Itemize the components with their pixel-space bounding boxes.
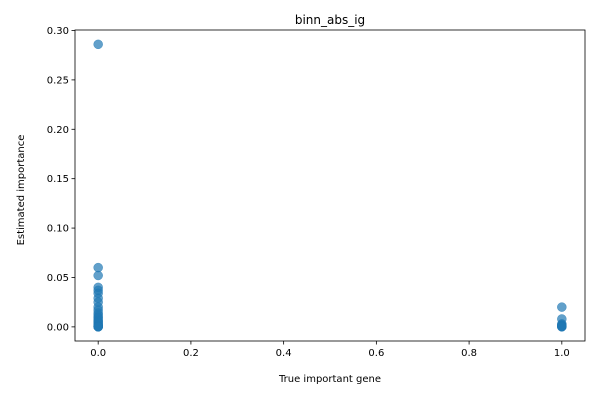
plot-frame	[74, 29, 586, 342]
y-tick-label: 0.10	[47, 224, 69, 235]
x-tick-label: 0.0	[90, 348, 106, 359]
data-point	[93, 322, 103, 332]
data-point	[93, 262, 103, 273]
y-tick-label: 0.25	[47, 75, 69, 86]
data-point	[557, 302, 567, 312]
data-points	[93, 39, 567, 332]
y-tick-label: 0.00	[47, 322, 69, 333]
plot-area	[75, 30, 585, 341]
y-tick-label: 0.15	[47, 174, 69, 185]
x-tick-label: 0.6	[368, 348, 384, 359]
x-tick-label: 1.0	[554, 348, 570, 359]
chart-title: binn_abs_ig	[295, 13, 365, 27]
x-tick-label: 0.8	[461, 348, 477, 359]
y-tick-label: 0.05	[47, 273, 69, 284]
y-axis-ticks: 0.00 0.05 0.10 0.15 0.20 0.25 0.30	[47, 26, 75, 333]
x-axis-ticks: 0.0 0.2 0.4 0.6 0.8 1.0	[90, 341, 570, 359]
y-tick-label: 0.30	[47, 26, 69, 37]
y-tick-label: 0.20	[47, 125, 69, 136]
data-point	[93, 270, 103, 281]
x-tick-label: 0.2	[183, 348, 199, 359]
data-point	[93, 39, 103, 50]
x-tick-label: 0.4	[276, 348, 292, 359]
y-axis-label: Estimated importance	[16, 135, 27, 246]
data-point	[557, 322, 567, 332]
x-axis-label: True important gene	[278, 374, 381, 385]
